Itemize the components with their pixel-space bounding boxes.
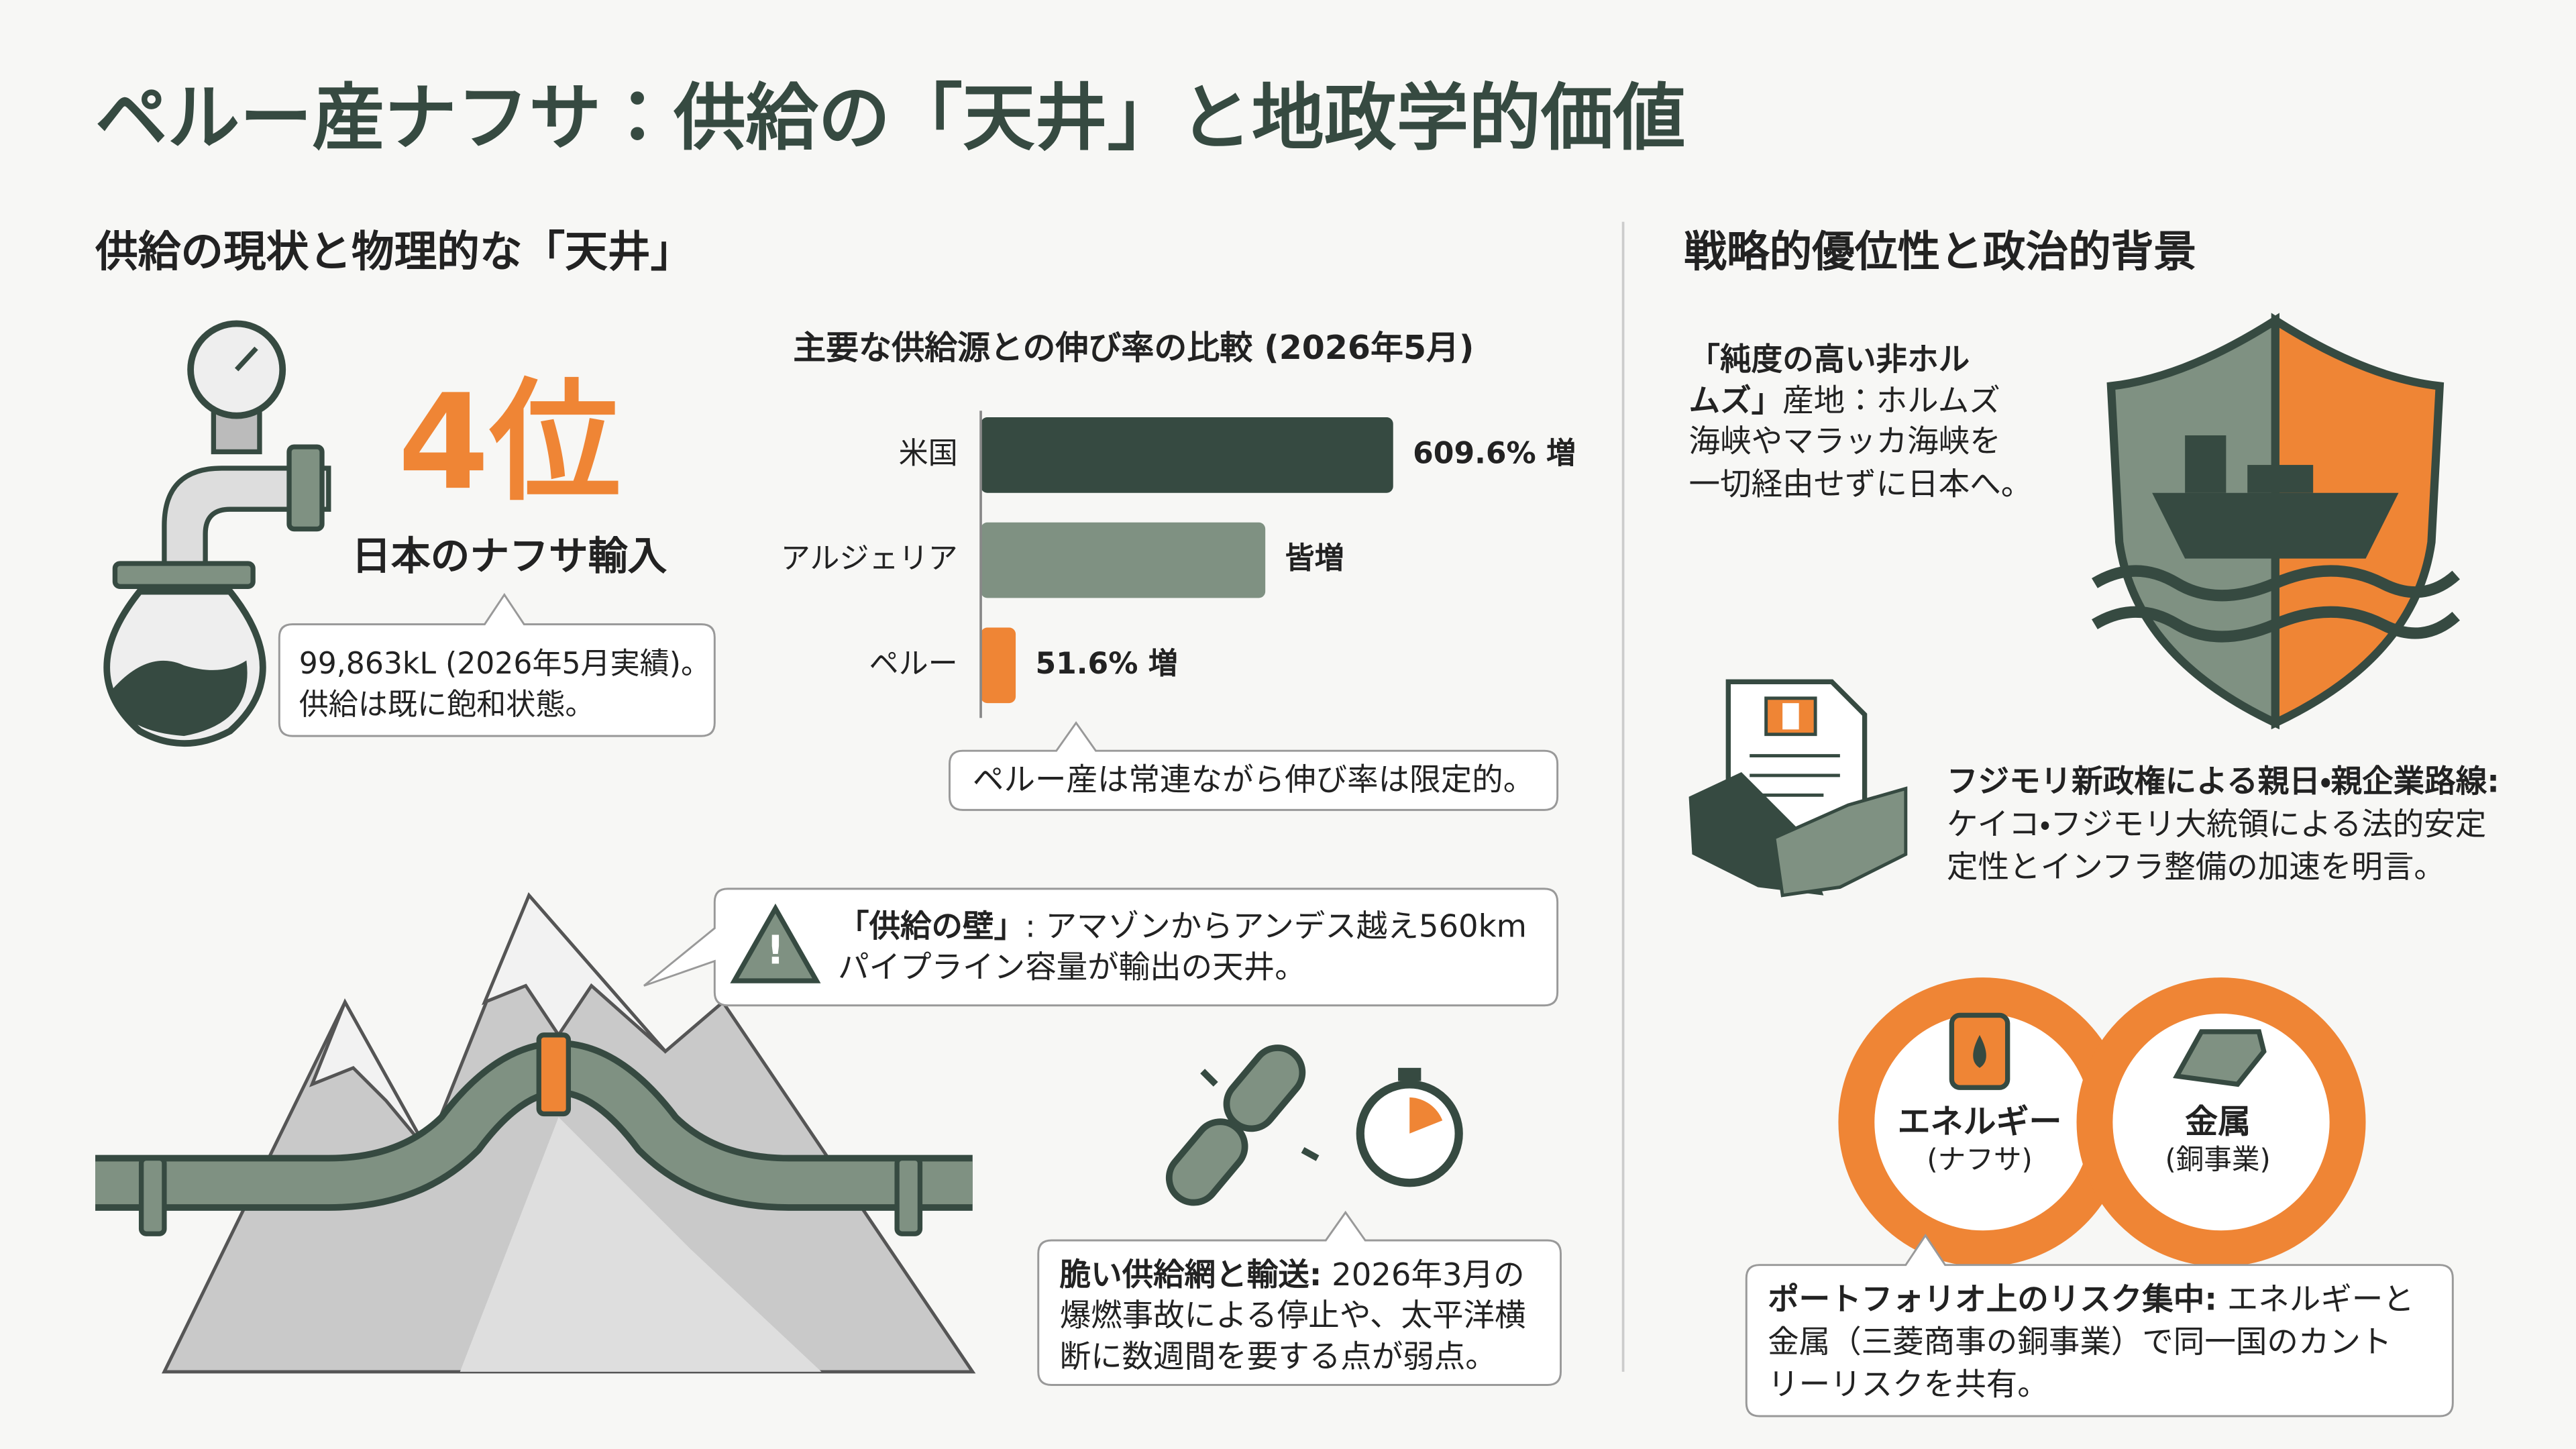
purity-text: 海峡やマラッカ海峡を: [1689, 423, 2001, 460]
bar: [981, 627, 1016, 704]
left-heading: 供給の現状と物理的な「天井」: [95, 227, 693, 277]
purity-text: 「純度の高い非ホル: [1689, 341, 1970, 377]
shield-icon: [2092, 313, 2460, 730]
chart-note: ペルー産は常連ながら伸び率は限定的。: [973, 761, 1534, 798]
fragile-text: 断に数週間を要する点が弱点。: [1060, 1338, 1497, 1375]
warning-icon: !: [730, 903, 821, 983]
portfolio-text: 金属（三菱商事の銅事業）で同一国のカント: [1768, 1324, 2392, 1360]
stopwatch-icon: [1356, 1067, 1463, 1187]
wall-text: パイプライン容量が輸出の天井。: [838, 949, 1306, 985]
loop-label: (ナフサ): [1927, 1142, 2032, 1175]
loop-label: (銅事業): [2165, 1142, 2270, 1175]
value-label: 609.6% 増: [1413, 436, 1576, 470]
fujimori-text: ケイコ・フジモリ大統領による法的安定: [1947, 806, 2486, 842]
chart-title: 主要な供給源との伸び率の比較 (2026年5月): [793, 329, 1474, 367]
portfolio-text: リーリスクを共有。: [1768, 1366, 2049, 1402]
right-heading: 戦略的優位性と政治的背景: [1684, 227, 2196, 277]
mountain-illustration: [95, 892, 976, 1374]
loop-label: 金属: [2185, 1103, 2251, 1141]
callout-box: [643, 888, 1559, 1007]
category-label: ペルー: [869, 647, 958, 681]
category-label: 米国: [899, 436, 958, 470]
fujimori-text: フジモリ新政権による親日・親企業路線:: [1947, 763, 2500, 800]
rank-label: 日本のナフサ輸入: [352, 533, 667, 579]
rank: 4位: [398, 366, 621, 519]
rank-note: 99,863kL (2026年5月実績)。: [299, 647, 710, 681]
broken-chain-icon: [1165, 1044, 1320, 1206]
handshake-icon: [1688, 679, 1908, 898]
title: ペルー産ナフサ：供給の「天井」と地政学的価値: [95, 76, 1686, 160]
infinity-loop: [1838, 977, 2366, 1267]
bar: [981, 522, 1266, 598]
callout-box: [278, 592, 716, 737]
bar: [981, 417, 1393, 493]
fujimori-text: 定性とインフラ整備の加速を明言。: [1947, 849, 2445, 885]
purity-text: ムズ」産地：ホルムズ: [1689, 382, 2000, 419]
value-label: 皆増: [1285, 541, 1344, 576]
svg-text:!: !: [767, 927, 785, 973]
callout-box: [1745, 1233, 2454, 1417]
purity-text: 一切経由せずに日本へ。: [1689, 466, 2033, 502]
loop-label: エネルギー: [1898, 1103, 2062, 1141]
callout-box: [949, 721, 1559, 811]
portfolio-text: ポートフォリオ上のリスク集中: エネルギーと: [1768, 1281, 2414, 1317]
value-label: 51.6% 増: [1035, 647, 1177, 681]
fragile-text: 爆燃事故による停止や、太平洋横: [1060, 1297, 1526, 1334]
rank-note: 供給は既に飽和状態。: [299, 688, 595, 722]
fragile-text: 脆い供給網と輸送: 2026年3月の: [1060, 1256, 1525, 1292]
wall-text: 「供給の壁」: アマゾンからアンデス越え560km: [838, 908, 1527, 944]
faucet-icon: [103, 320, 331, 747]
category-label: アルジェリア: [781, 541, 958, 576]
callout-box: [1037, 1210, 1562, 1386]
